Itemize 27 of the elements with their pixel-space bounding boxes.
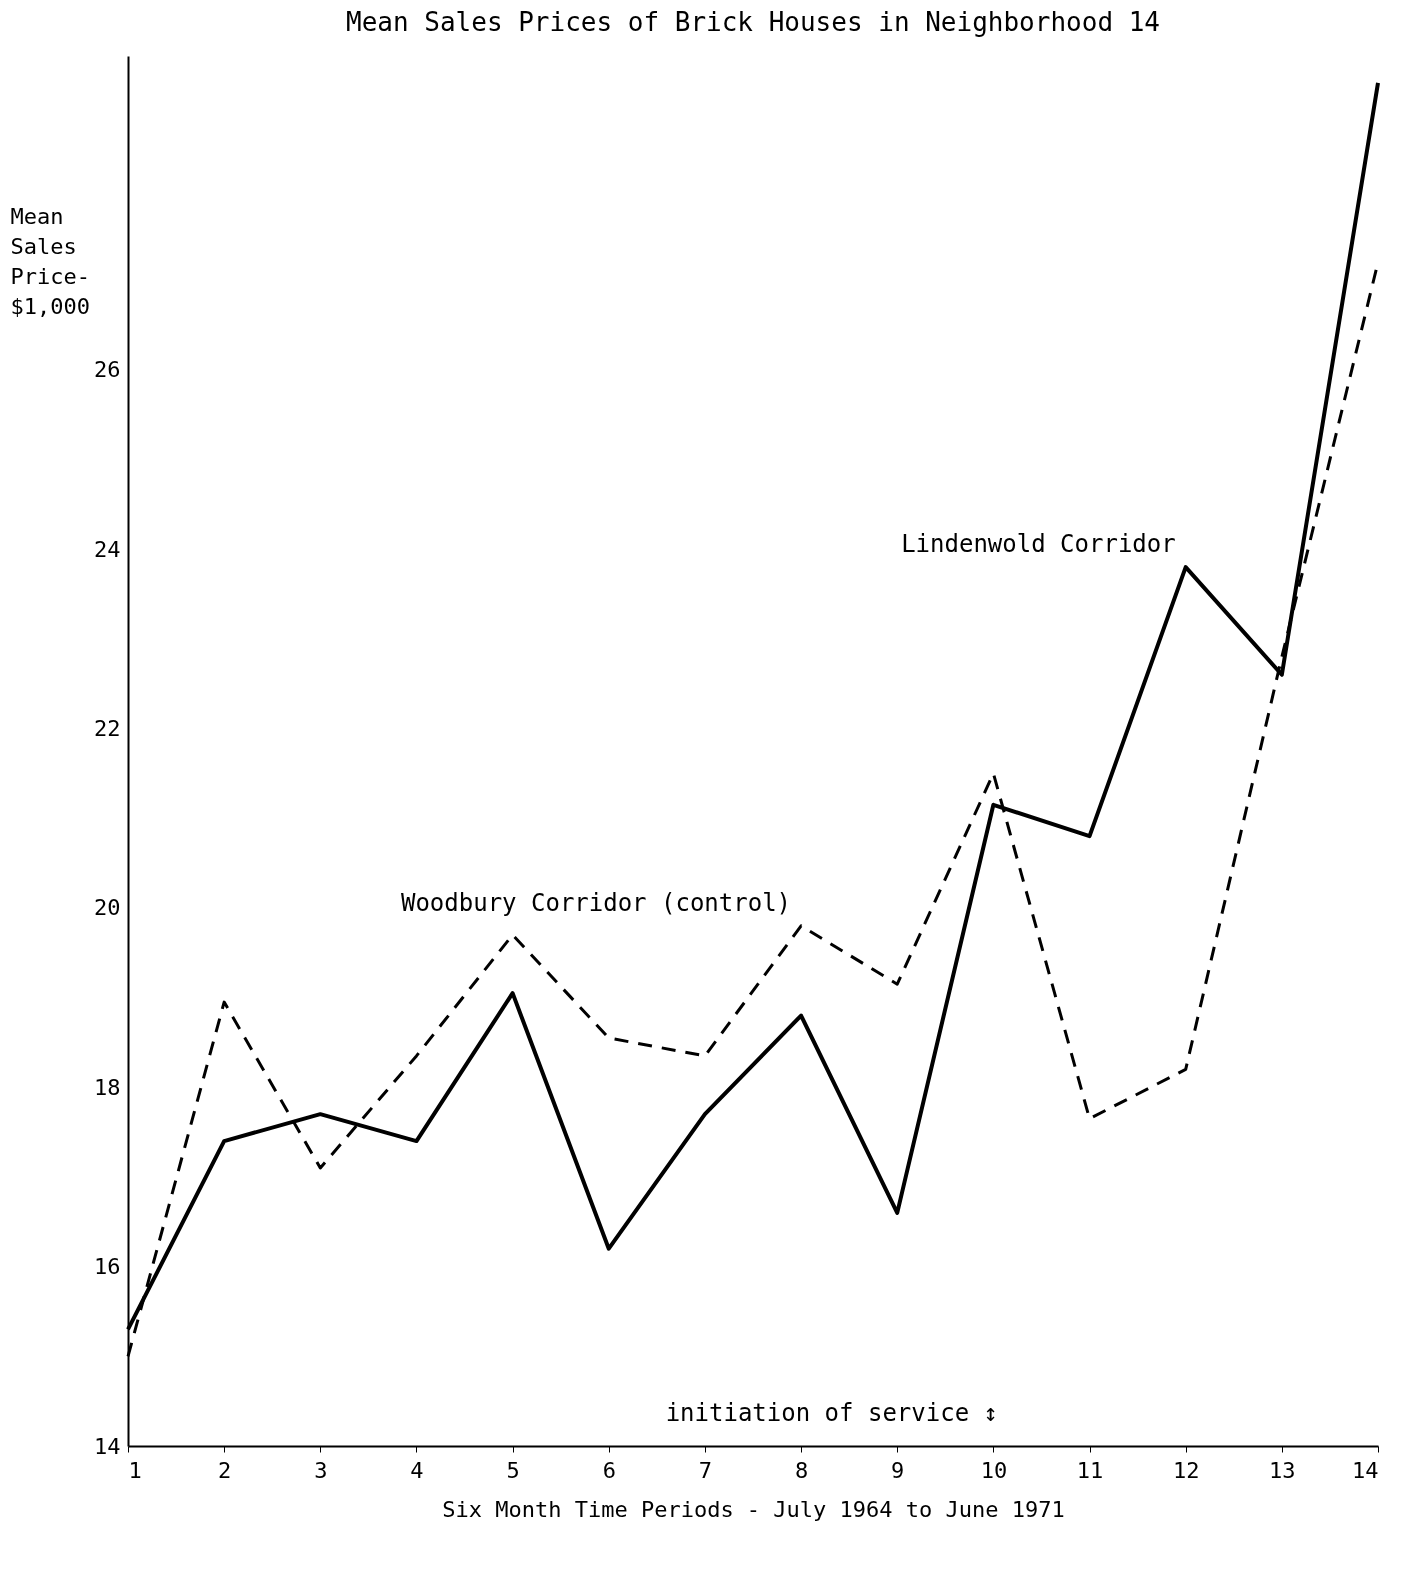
x-tick-label: 3 — [314, 1457, 328, 1483]
x-tick-label: 11 — [1076, 1457, 1104, 1483]
x-tick-label: 8 — [794, 1457, 809, 1483]
x-tick-label: 5 — [506, 1457, 520, 1483]
series-label: Woodbury Corridor (control) — [400, 888, 792, 917]
y-tick-label: 14 — [94, 1433, 121, 1459]
x-tick-label: 2 — [218, 1457, 232, 1483]
x-tick-label: 14 — [1352, 1457, 1379, 1483]
y-axis-title: Mean Sales Price-$1,000 — [10, 203, 90, 319]
x-tick-label: 13 — [1269, 1457, 1296, 1483]
x-tick-label: 6 — [602, 1457, 616, 1483]
annotation: initiation of service ↕ — [665, 1399, 998, 1427]
y-tick-label: 26 — [94, 357, 121, 383]
x-tick-label: 10 — [980, 1457, 1008, 1483]
y-tick-label: 20 — [94, 895, 121, 921]
y-tick-label: 22 — [94, 716, 121, 742]
x-tick-label: 1 — [128, 1457, 142, 1483]
x-tick-label: 7 — [698, 1457, 713, 1483]
y-tick-label: 16 — [94, 1254, 121, 1280]
y-tick-label: 24 — [94, 536, 121, 562]
chart-title: Mean Sales Prices of Brick Houses in Neighborhood 14 — [346, 7, 1160, 37]
x-tick-label: 4 — [410, 1457, 424, 1483]
x-axis-title: Six Month Time Periods - July 1964 to June 1971 — [442, 1496, 1065, 1522]
x-tick-label: 12 — [1172, 1457, 1200, 1483]
y-tick-label: 18 — [94, 1074, 121, 1100]
x-tick-label: 9 — [891, 1457, 905, 1483]
series-label: Lindenwold Corridor — [901, 530, 1176, 559]
